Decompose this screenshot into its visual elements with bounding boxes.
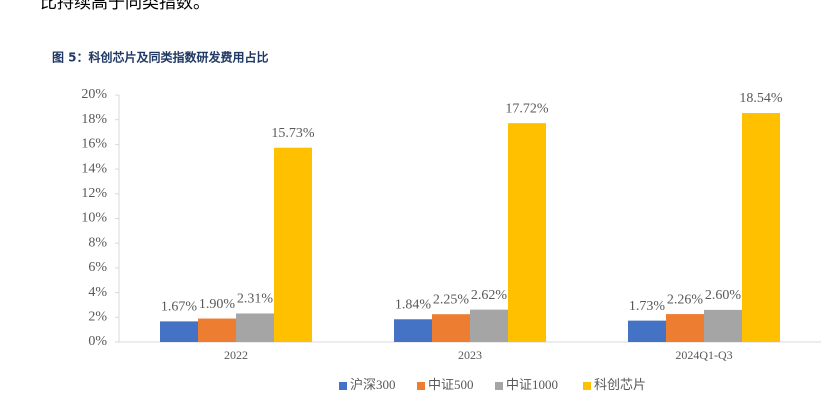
bar (704, 309, 742, 342)
bar (274, 147, 312, 342)
legend-swatch (583, 382, 591, 390)
bar (742, 113, 780, 342)
bar (160, 321, 198, 342)
y-tick-label: 2% (88, 310, 107, 325)
legend-label: 中证1000 (506, 377, 558, 392)
bar (508, 123, 546, 343)
y-tick-label: 18% (81, 112, 107, 127)
bar (394, 319, 432, 342)
y-tick-label: 16% (81, 137, 107, 152)
value-label: 1.67% (161, 300, 198, 315)
value-label: 15.73% (271, 126, 315, 141)
legend-swatch (339, 382, 347, 390)
legend-label: 科创芯片 (594, 377, 646, 392)
x-tick-label: 2022 (224, 348, 248, 362)
intro-text: 比持续高于同类指数。 (40, 0, 210, 12)
y-tick-label: 12% (81, 186, 107, 201)
bar (470, 309, 508, 342)
y-tick-label: 10% (81, 211, 107, 226)
value-label: 1.90% (199, 297, 236, 312)
value-label: 1.84% (395, 297, 432, 312)
bar (666, 314, 704, 342)
legend-swatch (495, 382, 503, 390)
bar (198, 318, 236, 342)
value-label: 1.73% (629, 299, 666, 314)
value-label: 2.31% (237, 292, 274, 307)
value-label: 17.72% (505, 101, 549, 116)
value-label: 2.60% (705, 288, 742, 303)
legend-label: 沪深300 (350, 377, 396, 392)
bar (432, 314, 470, 342)
chart-title: 图 5：科创芯片及同类指数研发费用占比 (52, 50, 269, 65)
legend-label: 中证500 (428, 377, 474, 392)
y-tick-label: 14% (81, 161, 107, 176)
y-tick-label: 0% (88, 334, 107, 349)
value-label: 2.62% (471, 288, 508, 303)
y-tick-label: 6% (88, 260, 107, 275)
value-label: 2.25% (433, 292, 470, 307)
x-tick-label: 2024Q1-Q3 (675, 348, 732, 362)
x-tick-label: 2023 (458, 348, 482, 362)
y-tick-label: 4% (88, 285, 107, 300)
y-tick-label: 8% (88, 235, 107, 250)
value-label: 18.54% (739, 91, 783, 106)
y-tick-label: 20% (81, 87, 107, 102)
legend-swatch (417, 382, 425, 390)
value-label: 2.26% (667, 292, 704, 307)
bar (236, 313, 274, 342)
bar (628, 320, 666, 342)
